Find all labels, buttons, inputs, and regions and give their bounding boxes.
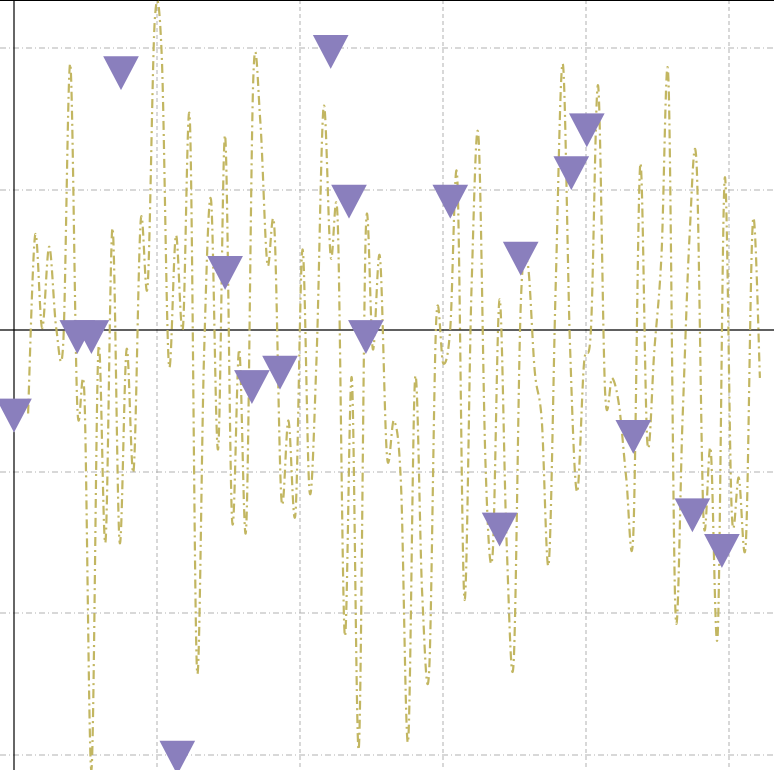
marker-point-8: [312, 35, 349, 69]
marker-point-0: [0, 398, 32, 433]
marker-point-4: [159, 740, 196, 770]
marker-point-3: [103, 56, 139, 91]
marker-point-17: [674, 498, 711, 533]
marker-point-14: [553, 156, 590, 191]
marker-point-16: [615, 420, 652, 454]
marker-point-9: [331, 184, 367, 219]
marker-point-2: [73, 320, 110, 354]
marker-point-11: [432, 184, 469, 219]
marker-point-15: [568, 113, 605, 148]
marker-point-10: [348, 320, 384, 354]
marker-point-5: [207, 256, 243, 290]
marker-point-6: [234, 370, 270, 404]
marker-point-18: [704, 534, 740, 568]
series-line-0: [27, 0, 761, 770]
marker-point-12: [481, 512, 518, 547]
marker-layer: [0, 35, 740, 770]
marker-point-13: [502, 241, 539, 276]
series-layer: [27, 0, 761, 770]
marker-point-7: [262, 355, 298, 390]
